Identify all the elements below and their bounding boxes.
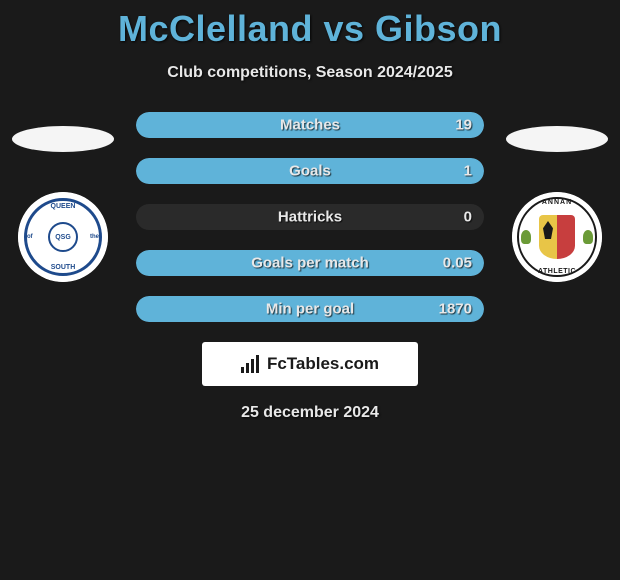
qos-center-icon: QSG bbox=[48, 222, 78, 252]
stat-value: 19 bbox=[455, 117, 472, 134]
stat-bar: Matches 19 bbox=[136, 112, 484, 138]
bar-chart-icon bbox=[241, 355, 261, 373]
brand-box[interactable]: FcTables.com bbox=[202, 342, 418, 386]
thistle-right-icon bbox=[583, 230, 593, 244]
main-row: QUEEN SOUTH of the QSG Matches 19 Goals 1 Ha… bbox=[0, 112, 620, 342]
stat-label: Goals bbox=[289, 163, 331, 180]
stat-value: 0.05 bbox=[443, 255, 472, 272]
left-club-badge: QUEEN SOUTH of the QSG bbox=[18, 192, 108, 282]
qos-badge: QUEEN SOUTH of the QSG bbox=[18, 192, 108, 282]
right-club-badge: ANNAN ATHLETIC bbox=[512, 192, 602, 282]
annan-text-bottom: ATHLETIC bbox=[538, 268, 576, 275]
subtitle: Club competitions, Season 2024/2025 bbox=[0, 64, 620, 82]
stat-bar: Min per goal 1870 bbox=[136, 296, 484, 322]
stat-label: Matches bbox=[280, 117, 340, 134]
stat-label: Hattricks bbox=[278, 209, 342, 226]
annan-ring: ANNAN ATHLETIC bbox=[517, 197, 597, 277]
left-flag-oval bbox=[12, 126, 114, 152]
infographic-root: McClelland vs Gibson Club competitions, … bbox=[0, 0, 620, 422]
qos-ring: QUEEN SOUTH of the QSG bbox=[24, 198, 102, 276]
annan-badge: ANNAN ATHLETIC bbox=[512, 192, 602, 282]
right-column: ANNAN ATHLETIC bbox=[502, 112, 612, 282]
page-title: McClelland vs Gibson bbox=[0, 8, 620, 50]
stat-bar: Hattricks 0 bbox=[136, 204, 484, 230]
stat-value: 0 bbox=[464, 209, 472, 226]
stat-bar: Goals per match 0.05 bbox=[136, 250, 484, 276]
qos-text-right: the bbox=[90, 234, 99, 240]
annan-text-top: ANNAN bbox=[542, 199, 572, 206]
qos-text-left: of bbox=[27, 234, 33, 240]
stat-value: 1870 bbox=[439, 301, 472, 318]
stat-value: 1 bbox=[464, 163, 472, 180]
date-text: 25 december 2024 bbox=[0, 404, 620, 422]
right-flag-oval bbox=[506, 126, 608, 152]
brand-label: FcTables.com bbox=[267, 354, 379, 374]
stat-bar: Goals 1 bbox=[136, 158, 484, 184]
qos-text-top: QUEEN bbox=[51, 203, 76, 210]
stats-column: Matches 19 Goals 1 Hattricks 0 Goals per match… bbox=[118, 112, 502, 342]
stat-label: Min per goal bbox=[266, 301, 354, 318]
thistle-left-icon bbox=[521, 230, 531, 244]
stat-label: Goals per match bbox=[251, 255, 369, 272]
left-column: QUEEN SOUTH of the QSG bbox=[8, 112, 118, 282]
qos-text-bottom: SOUTH bbox=[51, 264, 76, 271]
annan-shield-icon bbox=[539, 215, 575, 259]
